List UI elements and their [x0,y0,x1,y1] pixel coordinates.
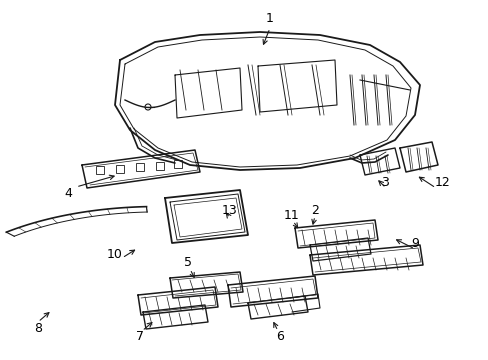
Bar [116,165,124,172]
Text: 7: 7 [136,330,143,343]
Text: 11: 11 [284,208,299,221]
Text: 10: 10 [107,248,122,261]
Bar [174,160,182,168]
Text: 13: 13 [222,203,237,216]
Text: 8: 8 [34,321,42,334]
Bar [96,166,104,174]
Bar [136,163,143,171]
Text: 5: 5 [183,256,192,270]
Text: 9: 9 [410,237,418,249]
Text: 3: 3 [380,176,388,189]
Text: 12: 12 [434,176,450,189]
Text: 6: 6 [276,330,284,343]
Text: 4: 4 [64,186,72,199]
Text: 1: 1 [265,12,273,24]
Text: 2: 2 [310,203,318,216]
Bar [156,162,163,170]
